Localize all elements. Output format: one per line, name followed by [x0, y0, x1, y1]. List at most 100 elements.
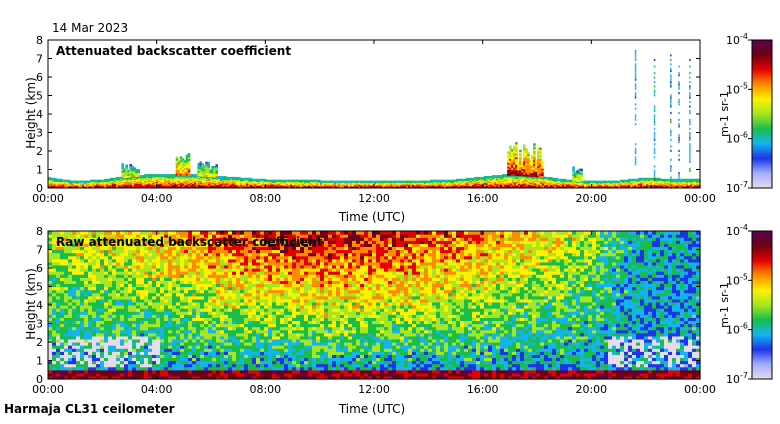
streak-cell	[635, 157, 637, 159]
cloud-cell	[207, 162, 210, 164]
streak-cell	[654, 152, 656, 154]
streak-cell	[678, 99, 680, 101]
streak-cell	[689, 92, 691, 94]
streak-cell	[689, 137, 691, 139]
streak-cell	[678, 88, 680, 90]
streak-cell	[654, 72, 656, 74]
streak-cell	[670, 145, 672, 147]
streak-cell	[654, 106, 656, 108]
streak-cell	[635, 70, 637, 72]
streak-cell	[689, 88, 691, 90]
streak-cell	[635, 59, 637, 61]
streak-cell	[670, 94, 672, 96]
streak-cell	[635, 103, 637, 105]
streak-cell	[670, 139, 672, 141]
cloud-cell	[523, 145, 526, 147]
streak-cell	[689, 72, 691, 74]
streak-cell	[670, 159, 672, 161]
streak-cell	[654, 90, 656, 92]
streak-cell	[670, 134, 672, 136]
date-label: 14 Mar 2023	[52, 21, 128, 35]
streak-cell	[654, 81, 656, 83]
streak-cell	[670, 101, 672, 103]
cloud-cell	[541, 161, 544, 163]
streak-cell	[689, 143, 691, 145]
cloud-cell	[137, 169, 140, 171]
streak-cell	[689, 161, 691, 163]
streak-cell	[670, 99, 672, 101]
colorbar-tick-label: 10-7	[726, 180, 748, 195]
streak-cell	[635, 117, 637, 119]
streak-cell	[654, 157, 656, 159]
streak-cell	[635, 179, 637, 181]
streak-cell	[654, 123, 656, 125]
streak-cell	[635, 92, 637, 94]
streak-cell	[670, 121, 672, 123]
streak-cell	[654, 134, 656, 136]
streak-cell	[635, 83, 637, 85]
streak-cell	[689, 154, 691, 156]
streak-cell	[654, 132, 656, 134]
streak-cell	[678, 81, 680, 83]
streak-cell	[670, 168, 672, 170]
streak-cell	[689, 152, 691, 154]
streak-cell	[689, 159, 691, 161]
streak-cell	[678, 159, 680, 161]
streak-cell	[689, 170, 691, 172]
streak-cell	[670, 119, 672, 121]
streak-cell	[635, 77, 637, 79]
streak-cell	[670, 97, 672, 99]
x-tick-label: 16:00	[467, 192, 499, 205]
streak-cell	[670, 112, 672, 114]
y-tick-label: 7	[36, 53, 43, 66]
x-tick-label: 12:00	[358, 192, 390, 205]
streak-cell	[635, 161, 637, 163]
streak-cell	[654, 143, 656, 145]
streak-cell	[689, 168, 691, 170]
streak-cell	[670, 74, 672, 76]
streak-cell	[635, 163, 637, 165]
streak-cell	[689, 97, 691, 99]
plot-frame	[48, 40, 700, 188]
streak-cell	[689, 148, 691, 150]
streak-cell	[689, 123, 691, 125]
x-tick-label: 00:00	[684, 192, 716, 205]
streak-cell	[635, 152, 637, 154]
streak-cell	[654, 59, 656, 61]
streak-cell	[635, 50, 637, 52]
streak-cell	[689, 59, 691, 61]
streak-cell	[689, 77, 691, 79]
cloud-cell	[201, 163, 204, 165]
streak-cell	[678, 150, 680, 152]
streak-cell	[635, 63, 637, 65]
streak-cell	[689, 101, 691, 103]
streak-cell	[654, 165, 656, 167]
cloud-cell	[199, 161, 202, 163]
streak-cell	[689, 128, 691, 130]
streak-cell	[678, 72, 680, 74]
y-tick-label: 8	[36, 34, 43, 47]
streak-cell	[670, 77, 672, 79]
streak-cell	[689, 94, 691, 96]
streak-cell	[635, 159, 637, 161]
streak-cell	[689, 106, 691, 108]
streak-cell	[635, 57, 637, 59]
streak-cell	[678, 137, 680, 139]
streak-cell	[670, 165, 672, 167]
streak-cell	[635, 86, 637, 88]
x-tick-label: 20:00	[575, 192, 607, 205]
streak-cell	[635, 119, 637, 121]
streak-cell	[654, 108, 656, 110]
y-tick-label: 0	[36, 182, 43, 195]
streak-cell	[689, 121, 691, 123]
y-tick-label: 1	[36, 164, 43, 177]
streak-cell	[654, 172, 656, 174]
streak-cell	[689, 112, 691, 114]
streak-cell	[678, 123, 680, 125]
colorbar-gradient	[752, 40, 772, 188]
streak-cell	[670, 63, 672, 65]
streak-cell	[654, 128, 656, 130]
streak-cell	[635, 148, 637, 150]
